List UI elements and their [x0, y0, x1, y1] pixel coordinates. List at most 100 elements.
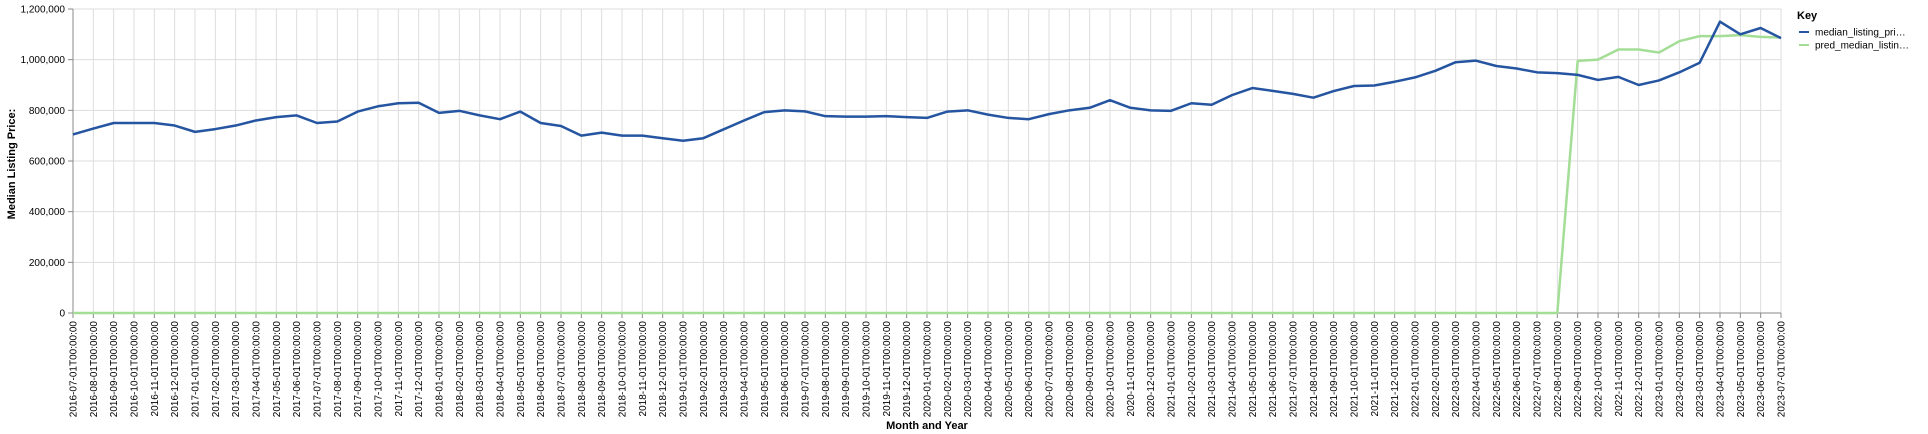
- x-tick-label: 2019-02-01T00:00:00: [699, 321, 710, 418]
- x-tick-label: 2019-04-01T00:00:00: [740, 321, 751, 418]
- x-tick-label: 2017-07-01T00:00:00: [313, 321, 324, 418]
- x-tick-label: 2017-08-01T00:00:00: [333, 321, 344, 418]
- x-tick-label: 2022-06-01T00:00:00: [1512, 321, 1523, 418]
- x-tick-label: 2018-04-01T00:00:00: [496, 321, 507, 418]
- x-tick-label: 2019-09-01T00:00:00: [841, 321, 852, 418]
- x-tick-label: 2018-12-01T00:00:00: [658, 321, 669, 418]
- x-tick-label: 2018-06-01T00:00:00: [536, 321, 547, 418]
- x-tick-label: 2018-01-01T00:00:00: [435, 321, 446, 418]
- x-tick-label: 2016-12-01T00:00:00: [170, 321, 181, 418]
- series-line-1: [72, 20, 1782, 142]
- x-tick-label: 2020-05-01T00:00:00: [1004, 321, 1015, 418]
- x-tick-label: 2017-09-01T00:00:00: [353, 321, 364, 418]
- x-tick-label: 2016-10-01T00:00:00: [130, 321, 141, 418]
- x-tick-label: 2018-07-01T00:00:00: [557, 321, 568, 418]
- y-tick-label: 200,000: [29, 258, 66, 269]
- x-tick-label: 2018-11-01T00:00:00: [638, 321, 649, 417]
- x-tick-label: 2020-06-01T00:00:00: [1024, 321, 1035, 418]
- x-tick-label: 2016-08-01T00:00:00: [89, 321, 100, 418]
- x-tick-label: 2020-01-01T00:00:00: [923, 321, 934, 418]
- x-tick-label: 2021-04-01T00:00:00: [1228, 321, 1239, 418]
- x-tick-label: 2017-06-01T00:00:00: [292, 321, 303, 418]
- series-line-2: [73, 33, 1782, 315]
- x-tick-label: 2023-07-01T00:00:00: [1777, 321, 1788, 418]
- x-tick-label: 2018-09-01T00:00:00: [597, 321, 608, 418]
- y-tick-label: 1,200,000: [21, 5, 66, 16]
- x-tick-label: 2021-02-01T00:00:00: [1187, 321, 1198, 418]
- x-tick-label: 2021-11-01T00:00:00: [1370, 321, 1381, 417]
- y-tick-label: 1,000,000: [21, 55, 66, 66]
- x-tick-label: 2022-07-01T00:00:00: [1533, 321, 1544, 418]
- x-tick-label: 2018-05-01T00:00:00: [516, 321, 527, 418]
- x-tick-label: 2021-05-01T00:00:00: [1248, 321, 1259, 418]
- x-tick-label: 2019-05-01T00:00:00: [760, 321, 771, 418]
- x-tick-label: 2016-07-01T00:00:00: [69, 321, 80, 418]
- x-tick-label: 2019-12-01T00:00:00: [902, 321, 913, 418]
- x-tick-label: 2018-08-01T00:00:00: [577, 321, 588, 418]
- x-tick-label: 2019-07-01T00:00:00: [801, 321, 812, 418]
- x-tick-label: 2021-01-01T00:00:00: [1167, 321, 1178, 418]
- x-tick-label: 2020-12-01T00:00:00: [1146, 321, 1157, 418]
- y-tick-label: 600,000: [29, 157, 66, 168]
- x-tick-label: 2022-02-01T00:00:00: [1431, 321, 1442, 418]
- legend: Key median_listing_pri… pred_median_listi…: [1797, 10, 1909, 52]
- x-tick-label: 2020-04-01T00:00:00: [984, 321, 995, 418]
- x-tick-label: 2021-07-01T00:00:00: [1289, 321, 1300, 418]
- x-tick-label: 2023-05-01T00:00:00: [1736, 321, 1747, 418]
- x-tick-label: 2022-08-01T00:00:00: [1553, 321, 1564, 418]
- x-tick-label: 2020-11-01T00:00:00: [1126, 321, 1137, 417]
- x-tick-label: 2017-05-01T00:00:00: [272, 321, 283, 418]
- x-tick-label: 2021-08-01T00:00:00: [1309, 321, 1320, 418]
- x-tick-label: 2022-05-01T00:00:00: [1492, 321, 1503, 418]
- x-tick-label: 2018-10-01T00:00:00: [618, 321, 629, 418]
- x-tick-label: 2019-01-01T00:00:00: [679, 321, 690, 418]
- x-axis-title: Month and Year: [886, 420, 968, 432]
- x-tick-label: 2021-09-01T00:00:00: [1329, 321, 1340, 418]
- x-tick-label: 2022-04-01T00:00:00: [1472, 321, 1483, 418]
- x-tick-label: 2020-03-01T00:00:00: [963, 321, 974, 418]
- x-tick-label: 2023-04-01T00:00:00: [1716, 321, 1727, 418]
- x-tick-label: 2016-11-01T00:00:00: [150, 321, 161, 417]
- x-tick-label: 2022-03-01T00:00:00: [1451, 321, 1462, 418]
- x-tick-label: 2017-10-01T00:00:00: [374, 321, 385, 418]
- y-tick-label: 0: [59, 309, 65, 320]
- x-tick-label: 2018-02-01T00:00:00: [455, 321, 466, 418]
- legend-title: Key: [1797, 10, 1818, 22]
- x-tick-label: 2020-10-01T00:00:00: [1106, 321, 1117, 418]
- x-tick-label: 2023-06-01T00:00:00: [1756, 321, 1767, 418]
- grid-lines: [72, 8, 1782, 314]
- x-tick-label: 2017-11-01T00:00:00: [394, 321, 405, 417]
- y-tick-label: 400,000: [29, 207, 66, 218]
- legend-label: median_listing_pri…: [1815, 28, 1906, 39]
- x-tick-label: 2021-12-01T00:00:00: [1390, 321, 1401, 418]
- x-tick-label: 2017-01-01T00:00:00: [191, 321, 202, 418]
- x-tick-label: 2019-10-01T00:00:00: [862, 321, 873, 418]
- x-tick-label: 2018-03-01T00:00:00: [475, 321, 486, 418]
- x-tick-label: 2022-11-01T00:00:00: [1614, 321, 1625, 417]
- x-tick-label: 2023-01-01T00:00:00: [1655, 321, 1666, 418]
- x-tick-label: 2019-11-01T00:00:00: [882, 321, 893, 417]
- x-tick-label: 2017-04-01T00:00:00: [252, 321, 263, 418]
- x-tick-label: 2020-08-01T00:00:00: [1065, 321, 1076, 418]
- series-lines: [72, 20, 1782, 315]
- x-tick-label: 2016-09-01T00:00:00: [109, 321, 120, 418]
- x-tick-label: 2019-03-01T00:00:00: [719, 321, 730, 418]
- x-tick-label: 2021-06-01T00:00:00: [1268, 321, 1279, 418]
- x-tick-label: 2017-12-01T00:00:00: [414, 321, 425, 418]
- x-tick-label: 2023-03-01T00:00:00: [1695, 321, 1706, 418]
- x-tick-label: 2020-07-01T00:00:00: [1045, 321, 1056, 418]
- axes: 0 200,000 400,000 600,000 800,000 1,000,000 1,…: [21, 5, 1788, 418]
- x-tick-label: 2017-02-01T00:00:00: [211, 321, 222, 418]
- x-tick-label: 2019-08-01T00:00:00: [821, 321, 832, 418]
- x-tick-label: 2021-03-01T00:00:00: [1207, 321, 1218, 418]
- x-tick-label: 2022-01-01T00:00:00: [1411, 321, 1422, 418]
- x-tick-label: 2022-10-01T00:00:00: [1594, 321, 1605, 418]
- x-tick-label: 2017-03-01T00:00:00: [231, 321, 242, 418]
- y-axis-title: Median Listing Price:: [6, 109, 18, 220]
- legend-label: pred_median_listin…: [1815, 41, 1909, 52]
- y-tick-label: 800,000: [29, 106, 66, 117]
- x-tick-label: 2020-09-01T00:00:00: [1085, 321, 1096, 418]
- x-tick-label: 2019-06-01T00:00:00: [780, 321, 791, 418]
- x-tick-label: 2020-02-01T00:00:00: [943, 321, 954, 418]
